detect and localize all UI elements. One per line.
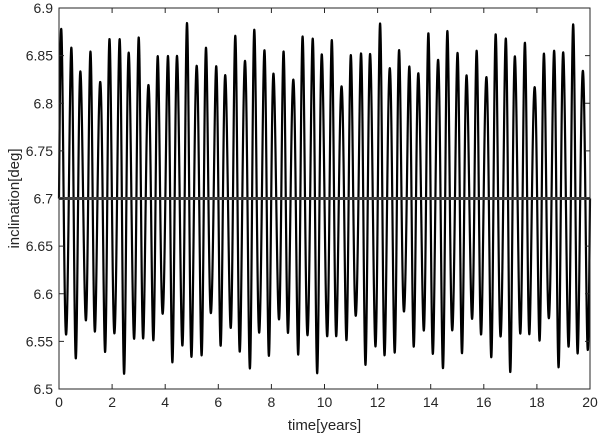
x-tick-label: 10: [317, 394, 333, 410]
x-tick-label: 8: [268, 394, 276, 410]
y-axis-label: inclination[deg]: [6, 148, 23, 248]
y-ticks: 6.5 6.55 6.6 6.65 6.7 6.75 6.8 6.85 6.9: [26, 0, 590, 397]
y-tick-label: 6.5: [34, 381, 54, 397]
x-tick-label: 14: [423, 394, 439, 410]
y-tick-label: 6.65: [26, 238, 53, 254]
y-tick-label: 6.75: [26, 143, 53, 159]
y-tick-label: 6.6: [34, 286, 54, 302]
x-tick-label: 0: [55, 394, 63, 410]
y-tick-label: 6.7: [34, 191, 54, 207]
x-tick-label: 20: [582, 394, 598, 410]
x-tick-label: 4: [161, 394, 169, 410]
x-ticks: 0 2 4 6 8 10 12 14 16 18 20: [55, 8, 598, 410]
x-tick-label: 16: [476, 394, 492, 410]
x-axis-label: time[years]: [288, 417, 361, 434]
x-tick-label: 18: [529, 394, 545, 410]
x-tick-label: 12: [370, 394, 386, 410]
x-tick-label: 6: [214, 394, 222, 410]
y-tick-label: 6.85: [26, 48, 53, 64]
x-tick-label: 2: [108, 394, 116, 410]
y-tick-label: 6.9: [34, 0, 54, 16]
y-tick-label: 6.8: [34, 95, 54, 111]
y-tick-label: 6.55: [26, 333, 53, 349]
series-layer: [57, 21, 592, 375]
